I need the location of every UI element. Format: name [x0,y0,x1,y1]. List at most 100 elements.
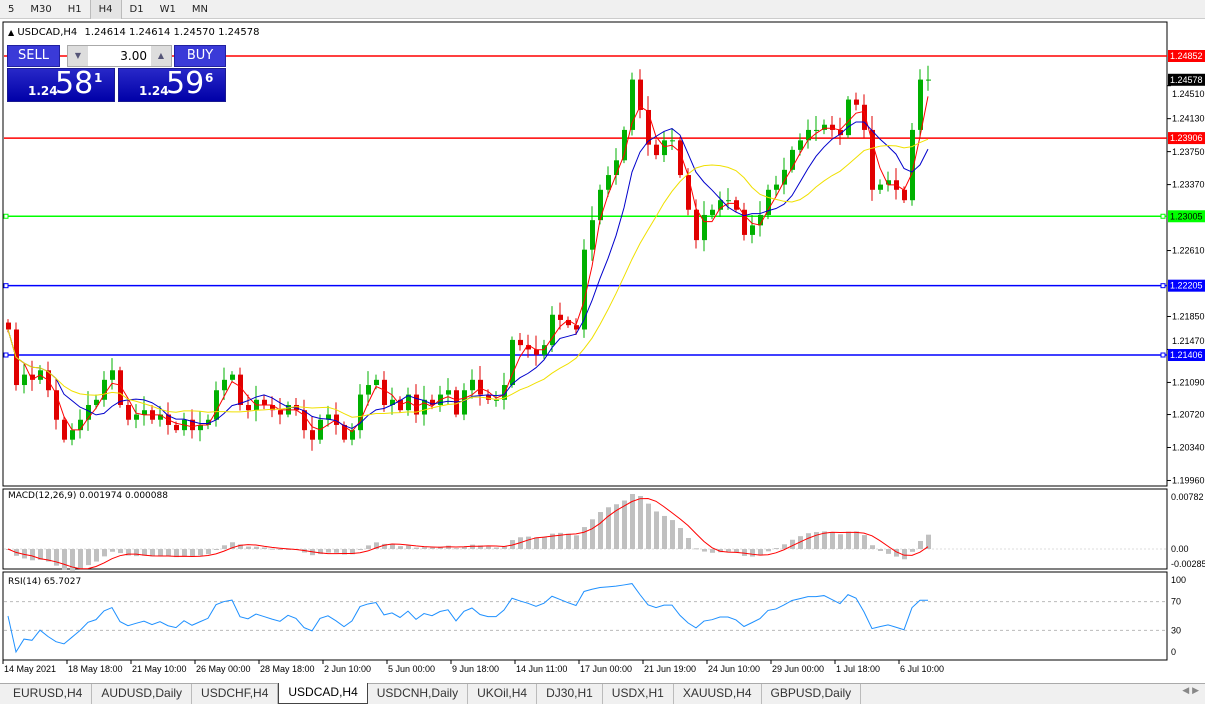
tab-usdchf-h4[interactable]: USDCHF,H4 [192,684,279,704]
time-label: 18 May 18:00 [68,664,123,674]
macd-histogram-bar [806,533,811,549]
timeframe-w1[interactable]: W1 [159,4,176,15]
macd-histogram-bar [78,549,83,569]
macd-histogram-bar [342,549,347,555]
price-tick-label: 1.21470 [1172,336,1205,346]
macd-histogram-bar [158,549,163,556]
macd-histogram-bar [222,545,227,549]
price-tick-label: 1.22610 [1172,246,1205,256]
bear-candle [118,370,123,405]
macd-histogram-bar [734,549,739,553]
timeframe-d1[interactable]: D1 [129,4,144,15]
tab-eurusd-h4[interactable]: EURUSD,H4 [4,684,93,704]
bear-candle [190,419,195,431]
macd-histogram-bar [766,549,771,552]
bull-candle [390,399,395,405]
timeframe-toolbar: 5 M30 H1 H4 D1 W1 MN [0,0,1205,19]
macd-histogram-bar [206,549,211,555]
time-label: 21 Jun 19:00 [644,664,696,674]
macd-histogram-bar [326,549,331,553]
rsi-tick-label: 100 [1171,575,1186,585]
bull-candle [366,385,371,395]
fast-moving-average [7,96,929,433]
bear-candle [30,374,35,380]
tab-gbpusd-daily[interactable]: GBPUSD,Daily [762,684,862,704]
bull-candle [614,160,619,176]
macd-histogram-bar [638,495,643,549]
bull-candle [710,209,715,215]
macd-tick-label: -0.00285 [1171,559,1205,569]
macd-histogram-bar [110,549,115,552]
macd-histogram-bar [574,535,579,549]
bull-candle [726,200,731,202]
timeframe-mn[interactable]: MN [191,4,208,15]
lot-increase-button[interactable]: ▲ [151,46,171,66]
level-price-badge [1168,279,1205,292]
bear-candle [742,209,747,235]
bull-candle [462,390,467,415]
bull-candle [422,399,427,415]
macd-histogram-bar [398,546,403,549]
timeframe-m30[interactable]: M30 [30,4,52,15]
macd-histogram-bar [774,548,779,550]
macd-histogram-bar [414,547,419,549]
time-label: 5 Jun 00:00 [388,664,435,674]
sell-button[interactable]: SELL [7,45,60,67]
main-panel [2,21,1168,487]
macd-histogram-bar [862,535,867,549]
bear-candle [478,379,483,395]
bear-candle [342,424,347,440]
sell-price[interactable]: 1.24 58 1 [7,66,115,102]
bull-candle [846,99,851,136]
chart-header: ▲ USDCAD,H4 1.24614 1.24614 1.24570 1.24… [8,27,259,38]
tab-dj30-h1[interactable]: DJ30,H1 [537,684,603,704]
lot-size-field[interactable]: ▼ 3.00 ▲ [67,45,172,67]
time-label: 29 Jun 00:00 [772,664,824,674]
timeframe-h4[interactable]: H4 [89,0,122,19]
bull-candle [702,214,707,241]
tab-xauusd-h4[interactable]: XAUUSD,H4 [674,684,762,704]
tab-usdcad-h4[interactable]: USDCAD,H4 [278,683,368,704]
tab-usdx-h1[interactable]: USDX,H1 [603,684,674,704]
bull-candle [470,379,475,391]
macd-histogram-bar [390,544,395,549]
macd-histogram-bar [654,511,659,549]
macd-histogram-bar [534,537,539,549]
buy-price[interactable]: 1.24 59 6 [118,66,226,102]
bear-candle [238,374,243,405]
lot-value[interactable]: 3.00 [120,49,147,63]
rsi-tick-label: 30 [1171,625,1181,635]
timeframe-h1[interactable]: H1 [67,4,82,15]
macd-histogram-bar [614,504,619,549]
collapse-triangle-icon[interactable]: ▲ [8,28,15,37]
macd-histogram-bar [174,549,179,558]
bull-candle [606,175,611,190]
symbol-label: USDCAD,H4 [17,27,78,38]
bull-candle [630,79,635,130]
bull-candle [622,129,627,161]
macd-histogram-bar [822,531,827,549]
tab-usdcnh-daily[interactable]: USDCNH,Daily [368,684,469,704]
macd-histogram-bar [446,545,451,549]
buy-button[interactable]: BUY [174,45,226,67]
macd-histogram-bar [86,549,91,566]
chart-area[interactable]: 1.245101.241301.237501.233701.226101.218… [0,20,1205,682]
bull-candle [510,339,515,386]
macd-histogram-bar [142,549,147,556]
bear-candle [870,129,875,190]
macd-histogram-bar [758,549,763,556]
macd-histogram-bar [894,549,899,557]
macd-histogram-bar [454,548,459,550]
buy-price-prefix: 1.24 [139,84,169,98]
rsi-line [7,583,928,654]
bear-candle [454,390,459,415]
price-tick-label: 1.21090 [1172,377,1205,387]
tab-scroll-arrows[interactable]: ◀ ▶ [1182,686,1199,696]
level-price-badge [1168,50,1205,62]
lot-decrease-button[interactable]: ▼ [68,46,88,66]
tab-ukoil-h4[interactable]: UKOil,H4 [468,684,538,704]
bear-candle [310,430,315,440]
bull-candle [86,404,91,420]
tab-audusd-daily[interactable]: AUDUSD,Daily [92,684,193,704]
timeframe-5[interactable]: 5 [8,4,15,15]
